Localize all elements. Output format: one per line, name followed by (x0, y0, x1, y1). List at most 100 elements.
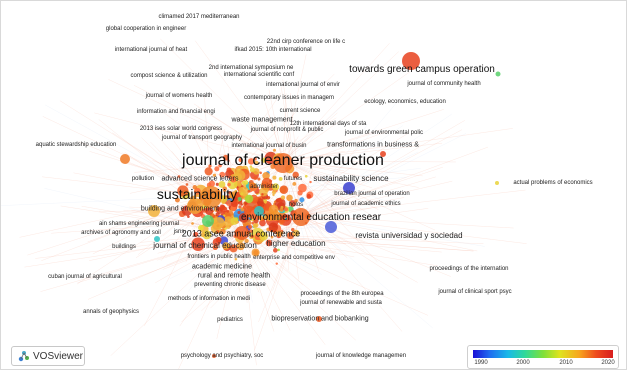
network-node[interactable] (233, 196, 238, 201)
node-label[interactable]: 2013 ises solar world congress (139, 126, 223, 132)
network-node[interactable] (260, 157, 266, 163)
network-node[interactable] (229, 244, 238, 253)
network-node[interactable] (265, 239, 273, 247)
network-node[interactable] (273, 248, 278, 253)
node-label[interactable]: proceedings of the internation (429, 266, 509, 272)
network-node[interactable] (298, 183, 307, 193)
node-label[interactable]: sustainability (156, 186, 238, 202)
network-node[interactable] (262, 172, 270, 180)
node-label[interactable]: journal of clinical sport psyc (438, 289, 512, 295)
node-label[interactable]: buildings (112, 244, 136, 250)
network-node[interactable] (216, 229, 220, 234)
node-label[interactable]: revista universidad y sociedad (355, 231, 463, 240)
node-label[interactable]: sustainability science (313, 174, 389, 183)
network-node[interactable] (256, 198, 264, 206)
node-label[interactable]: annals of geophysics (82, 309, 140, 315)
network-node[interactable] (247, 158, 255, 165)
node-label[interactable]: ifkad 2015: 10th international (234, 47, 312, 53)
node-label[interactable]: proceedings of the 8th europea (300, 291, 384, 297)
node-label[interactable]: higher education (266, 239, 326, 248)
network-node[interactable] (270, 218, 273, 222)
network-node[interactable] (272, 190, 276, 195)
network-node[interactable] (238, 205, 242, 209)
node-label[interactable]: academic medicine (192, 263, 252, 271)
network-node[interactable] (200, 186, 222, 208)
node-label[interactable]: journal of community health (407, 81, 481, 87)
network-node[interactable] (259, 219, 266, 227)
network-node[interactable] (316, 316, 322, 322)
network-node[interactable] (495, 71, 501, 77)
node-label[interactable]: international scientific conf (223, 72, 295, 78)
network-node[interactable] (230, 176, 237, 183)
network-node[interactable] (286, 194, 293, 202)
node-label[interactable]: environmental education resear (240, 212, 382, 223)
node-label[interactable]: 2013 asee annual conference (181, 228, 301, 239)
network-node[interactable] (294, 198, 298, 203)
node-label[interactable]: psychology and psychiatry, soc (180, 353, 264, 359)
network-node[interactable] (202, 215, 214, 227)
node-label[interactable]: building and environment (140, 205, 220, 213)
network-node[interactable] (251, 221, 255, 225)
network-node[interactable] (174, 197, 180, 203)
network-node[interactable] (263, 200, 268, 204)
network-node[interactable] (248, 224, 253, 229)
network-node[interactable] (290, 202, 294, 206)
node-label[interactable]: holos (288, 202, 304, 208)
network-node[interactable] (212, 238, 221, 247)
node-label[interactable]: cuban journal of agricultural (48, 274, 122, 280)
network-node[interactable] (292, 229, 300, 237)
node-label[interactable]: transformations in business & (327, 141, 419, 149)
network-node[interactable] (230, 200, 238, 208)
network-node[interactable] (251, 248, 260, 257)
network-node[interactable] (270, 235, 274, 239)
network-node[interactable] (254, 206, 264, 216)
network-node[interactable] (191, 237, 205, 252)
network-node[interactable] (237, 210, 241, 215)
network-node[interactable] (218, 163, 222, 168)
network-node[interactable] (220, 206, 228, 213)
network-node[interactable] (185, 183, 189, 186)
network-node[interactable] (268, 222, 279, 232)
node-label[interactable]: journal of nonprofit & public (250, 127, 324, 133)
network-node[interactable] (227, 159, 230, 163)
node-label[interactable]: waste management (231, 116, 293, 124)
network-node[interactable] (253, 157, 257, 161)
node-label[interactable]: 22nd cirp conference on life c (266, 39, 346, 45)
network-node[interactable] (272, 175, 277, 180)
vosviewer-logo-button[interactable]: VOSviewer (11, 346, 85, 366)
network-node[interactable] (280, 195, 286, 200)
node-label[interactable]: international journal of envir (266, 82, 340, 88)
network-node[interactable] (272, 183, 280, 191)
network-node[interactable] (212, 173, 217, 177)
network-node[interactable] (218, 181, 226, 188)
node-label[interactable]: biopreservation and biobanking (271, 315, 369, 323)
network-node[interactable] (244, 238, 249, 244)
network-node[interactable] (306, 194, 312, 199)
network-node[interactable] (226, 167, 232, 173)
node-label[interactable]: international journal of heat (114, 47, 188, 53)
network-node[interactable] (193, 187, 201, 195)
node-label[interactable]: 12th international days of sta (289, 121, 367, 127)
network-node[interactable] (248, 182, 257, 190)
network-node[interactable] (227, 182, 231, 187)
network-node[interactable] (202, 230, 212, 240)
network-node[interactable] (219, 228, 226, 235)
network-node[interactable] (148, 205, 160, 217)
network-node[interactable] (235, 226, 249, 240)
network-node[interactable] (292, 171, 299, 179)
network-node[interactable] (212, 244, 218, 250)
network-node[interactable] (259, 231, 268, 241)
network-node[interactable] (234, 170, 246, 181)
node-label[interactable]: pediatrics (217, 317, 243, 323)
network-node[interactable] (272, 193, 275, 197)
network-node[interactable] (279, 185, 289, 194)
network-node[interactable] (261, 193, 264, 196)
network-node[interactable] (234, 257, 238, 261)
network-node[interactable] (222, 154, 229, 161)
network-node[interactable] (279, 207, 284, 212)
node-label[interactable]: 2nd international symposium ne (208, 65, 294, 71)
network-node[interactable] (402, 52, 420, 70)
network-node[interactable] (193, 231, 199, 238)
network-node[interactable] (217, 206, 221, 211)
